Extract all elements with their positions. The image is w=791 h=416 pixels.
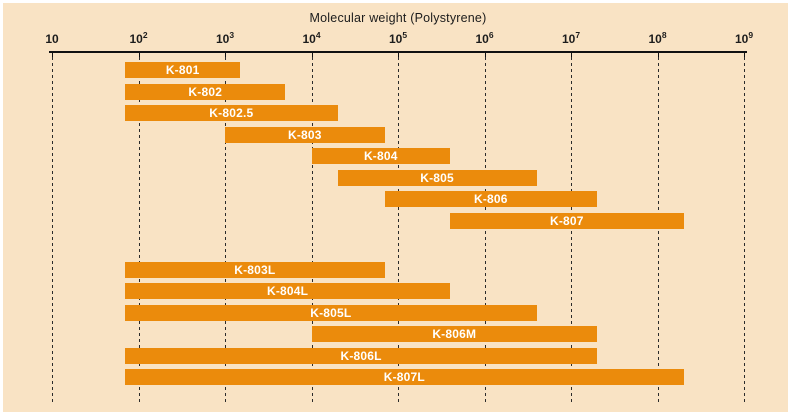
bar-label: K-804 [363,149,398,163]
x-axis-tick-label: 102 [129,30,148,46]
bar-label: K-806 [473,192,508,206]
range-bar-k-807l: K-807L [125,369,684,385]
x-axis-tick-mark [398,53,399,58]
bar-label: K-804L [266,284,309,298]
chart-title: Molecular weight (Polystyrene) [309,11,487,25]
range-bar-k-804: K-804 [311,148,451,164]
range-bar-k-807: K-807 [450,212,684,229]
decade-gridline [571,57,572,403]
range-bar-k-805l: K-805L [125,304,537,321]
x-axis-tick-label: 106 [475,30,494,46]
range-bar-k-801: K-801 [125,62,241,78]
decade-gridline [398,57,399,403]
decade-gridline [225,57,226,403]
x-axis-tick-label: 107 [561,30,581,46]
x-axis-tick-label: 108 [648,30,667,46]
x-axis-tick-mark [571,53,572,58]
bar-label: K-802 [188,84,223,99]
bar-label: K-807 [549,213,584,228]
x-axis-tick-mark [484,53,486,58]
x-axis-tick-label: 103 [215,30,235,46]
decade-gridline [744,57,745,403]
decade-gridline [657,57,659,403]
bar-label: K-802.5 [209,106,254,120]
bar-label: K-806M [432,327,477,341]
x-axis-tick-label: 109 [734,30,754,46]
bar-label: K-803 [287,127,322,142]
bar-label: K-807L [383,370,425,384]
x-axis-tick-mark [138,53,140,58]
x-axis-tick-mark [744,53,745,58]
x-axis-tick-label: 10 [45,32,59,46]
bar-label: K-805 [420,170,454,185]
x-axis-tick-mark [52,53,53,58]
decade-gridline [311,57,313,403]
x-axis-tick-mark [311,53,313,58]
decade-gridline [52,57,53,403]
range-bar-k-802: K-802 [125,83,286,100]
x-axis-line [49,51,747,53]
range-bar-k-803: K-803 [225,126,385,143]
range-bar-k-805: K-805 [337,169,537,186]
decade-gridline [138,57,140,403]
range-bar-k-806m: K-806M [311,326,598,342]
x-axis-tick-mark [657,53,659,58]
range-bar-k-806l: K-806L [125,347,598,364]
x-axis-tick-label: 105 [388,30,408,46]
x-axis-tick-label: 104 [302,30,321,46]
bar-label: K-801 [165,63,200,77]
range-bar-k-806: K-806 [384,191,598,207]
bar-label: K-805L [310,305,352,320]
bar-label: K-803L [234,262,276,277]
range-bar-k-802.5: K-802.5 [125,105,338,121]
range-bar-k-803l: K-803L [125,261,385,278]
decade-gridline [484,57,486,403]
bar-label: K-806L [340,348,382,363]
range-bar-k-804l: K-804L [125,283,451,299]
x-axis-tick-mark [225,53,226,58]
